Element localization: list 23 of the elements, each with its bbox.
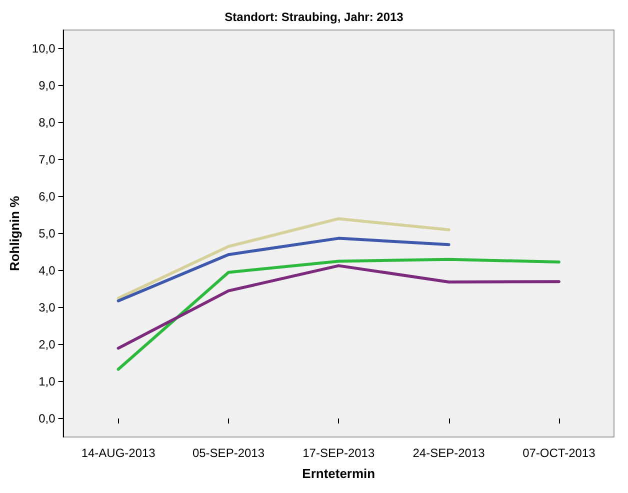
y-tick-label: 1,0 — [38, 374, 56, 388]
y-tick-label: 9,0 — [38, 78, 56, 92]
y-tick-label: 4,0 — [38, 264, 56, 278]
y-tick-label: 10,0 — [32, 42, 56, 56]
chart-title: Standort: Straubing, Jahr: 2013 — [224, 10, 404, 24]
x-tick-label: 14-AUG-2013 — [81, 446, 156, 460]
y-axis-title: Rohlignin % — [7, 196, 22, 272]
y-tick-label: 6,0 — [38, 190, 56, 204]
y-tick-label: 3,0 — [38, 300, 56, 314]
line-series — [116, 236, 450, 302]
y-tick-label: 2,0 — [38, 338, 56, 352]
x-tick-label: 24-SEP-2013 — [412, 446, 486, 460]
y-tick-label: 5,0 — [38, 226, 56, 240]
y-tick-label: 8,0 — [38, 116, 56, 130]
line-series — [116, 258, 560, 371]
x-tick-label: 07-OCT-2013 — [522, 446, 596, 460]
x-tick-label: 05-SEP-2013 — [192, 446, 265, 460]
line-series — [116, 217, 450, 300]
x-axis-title: Erntetermin — [302, 466, 376, 481]
x-tick-label: 17-SEP-2013 — [302, 446, 375, 460]
y-tick-label: 0,0 — [38, 412, 56, 426]
y-tick-label: 7,0 — [38, 152, 56, 166]
line-series — [116, 264, 560, 350]
